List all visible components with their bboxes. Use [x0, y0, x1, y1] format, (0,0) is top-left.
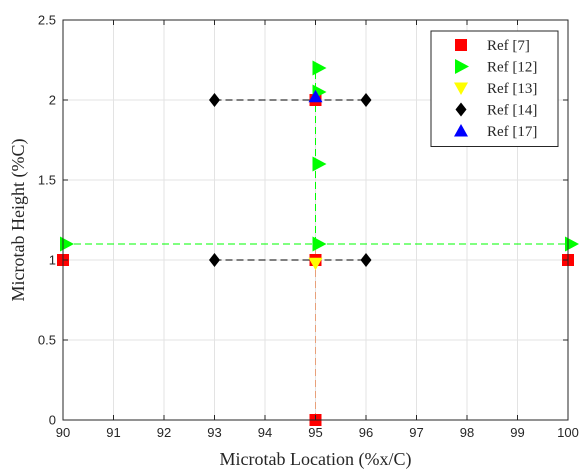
x-tick-label: 96 — [359, 425, 373, 440]
y-tick-label: 0.5 — [38, 333, 56, 348]
y-tick-label: 1.5 — [38, 173, 56, 188]
legend-label-2: Ref [12] — [487, 60, 537, 76]
x-tick-label: 94 — [258, 425, 272, 440]
y-axis-title: Microtab Height (%C) — [8, 139, 29, 302]
series-2-point — [312, 236, 327, 252]
y-axis-ticks: 0 0.5 1 1.5 2 2.5 — [38, 13, 568, 428]
legend-marker-3 — [454, 82, 468, 95]
legend-marker-4 — [455, 102, 467, 117]
x-tick-label: 95 — [308, 425, 322, 440]
series-5-point — [308, 89, 323, 103]
legend-label-5: Ref [17] — [487, 124, 537, 140]
legend-box — [430, 30, 559, 147]
x-axis-ticks: 90 91 92 93 94 95 96 97 98 99 100 — [56, 20, 579, 440]
series-4-point — [360, 253, 372, 267]
legend-marker-2 — [455, 59, 469, 74]
y-tick-label: 2 — [49, 93, 56, 108]
x-tick-label: 92 — [157, 425, 171, 440]
legend: Ref [7] Ref [12] Ref [13] Ref [14] Ref [17] — [430, 30, 559, 147]
x-tick-label: 93 — [207, 425, 221, 440]
x-tick-label: 91 — [106, 425, 120, 440]
series-4-point — [360, 93, 372, 107]
legend-marker-5 — [454, 124, 468, 137]
legend-label-4: Ref [14] — [487, 103, 537, 119]
series-4-point — [209, 253, 220, 267]
series-4-point — [209, 93, 220, 107]
x-tick-label: 97 — [409, 425, 423, 440]
legend-label-3: Ref [13] — [487, 81, 537, 97]
y-tick-label: 0 — [49, 413, 56, 428]
x-axis-title: Microtab Location (%x/C) — [220, 449, 412, 470]
x-tick-label: 100 — [557, 425, 579, 440]
y-tick-label: 2.5 — [38, 13, 56, 28]
x-tick-label: 99 — [510, 425, 524, 440]
series-2-point — [312, 156, 327, 172]
series-2-point — [312, 60, 327, 76]
x-tick-label: 90 — [56, 425, 70, 440]
y-tick-label: 1 — [49, 253, 56, 268]
legend-marker-1 — [455, 39, 467, 51]
legend-label-1: Ref [7] — [487, 38, 530, 54]
series-3-point — [308, 257, 323, 271]
x-tick-label: 98 — [460, 425, 474, 440]
